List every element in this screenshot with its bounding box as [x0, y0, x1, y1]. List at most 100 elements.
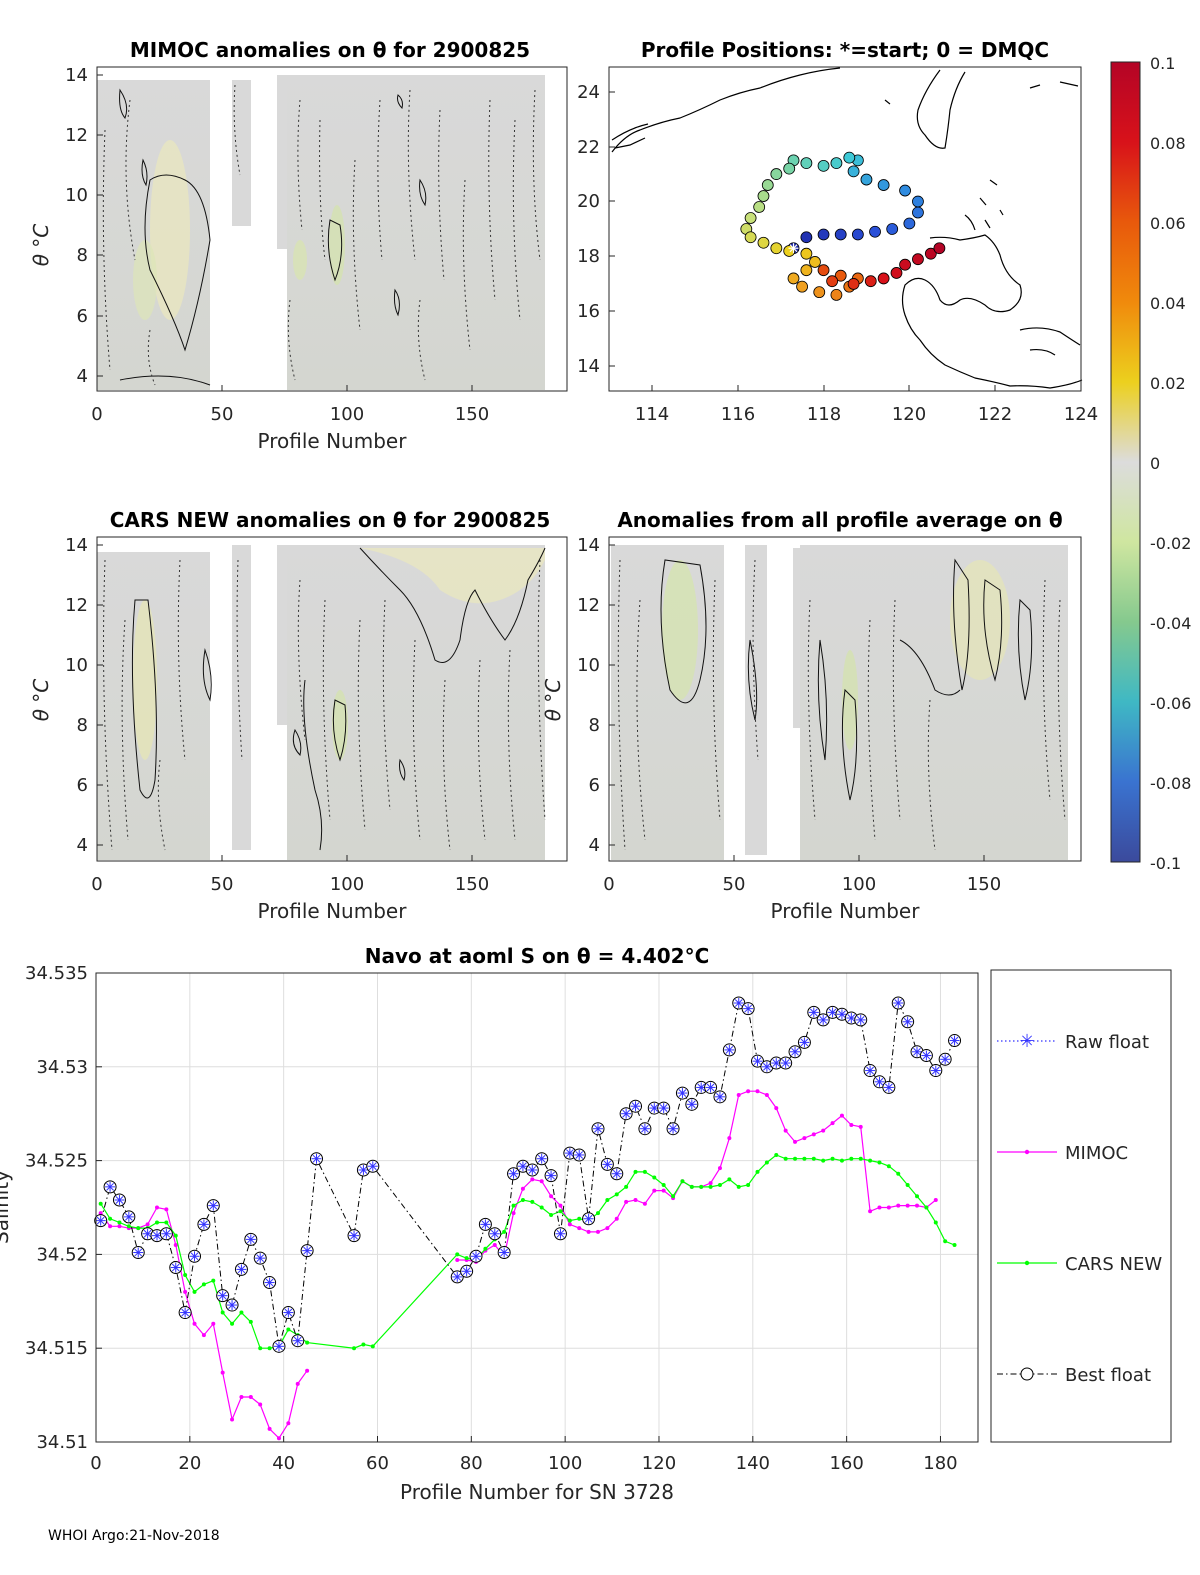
data-point — [600, 1157, 614, 1171]
track-point — [770, 168, 783, 180]
mimoc-ytick: 12 — [65, 125, 88, 146]
data-point — [544, 1169, 558, 1183]
data-point — [370, 1344, 375, 1349]
track-point — [744, 231, 757, 244]
data-point — [567, 1222, 572, 1227]
data-point — [933, 1197, 938, 1202]
cars-anomaly-field — [97, 545, 546, 860]
y-tick-label: 34.52 — [36, 1244, 88, 1265]
data-point — [276, 1436, 281, 1441]
track-point — [877, 179, 890, 191]
data-point — [239, 1394, 244, 1399]
data-point — [764, 1160, 769, 1165]
data-point — [661, 1188, 666, 1193]
data-point — [736, 1092, 741, 1097]
cars-xtick: 100 — [330, 874, 364, 895]
data-point — [732, 996, 746, 1010]
data-point — [220, 1310, 225, 1315]
data-point — [858, 1156, 863, 1161]
data-point — [882, 1080, 896, 1094]
data-point — [830, 1121, 835, 1126]
data-point — [507, 1167, 521, 1181]
data-point — [713, 1090, 727, 1104]
data-point — [525, 1163, 539, 1177]
data-point — [145, 1222, 150, 1227]
data-point — [225, 1298, 239, 1312]
track-point — [843, 151, 856, 164]
data-point — [169, 1261, 183, 1275]
data-point — [774, 1152, 779, 1157]
mimoc-ylabel: θ °C — [29, 224, 53, 267]
data-point — [530, 1199, 535, 1204]
data-point — [933, 1220, 938, 1225]
track-point — [834, 269, 847, 282]
track-start-marker — [788, 243, 799, 254]
cars-ticks — [96, 544, 473, 861]
data-point — [802, 1136, 807, 1141]
data-point — [905, 1203, 910, 1208]
data-point — [938, 1052, 952, 1066]
data-point — [464, 1256, 469, 1261]
map-xtick: 114 — [635, 404, 669, 425]
track-point — [912, 253, 924, 266]
data-point — [633, 1197, 638, 1202]
cars-panel: CARS NEW anomalies on θ for 2900825 — [29, 508, 568, 923]
data-point — [549, 1194, 554, 1199]
data-point — [764, 1092, 769, 1097]
data-point — [310, 1152, 323, 1166]
data-point — [638, 1122, 652, 1136]
track-point — [933, 242, 946, 255]
track-point — [869, 225, 881, 238]
track-point — [800, 264, 813, 277]
data-point — [530, 1177, 535, 1182]
data-point — [220, 1370, 225, 1375]
data-point — [558, 1209, 563, 1214]
data-point — [736, 1184, 741, 1189]
data-point — [807, 1005, 821, 1019]
data-point — [572, 1148, 586, 1162]
data-point — [539, 1205, 544, 1210]
data-point — [610, 1167, 624, 1181]
data-point — [267, 1426, 272, 1431]
chart-axes-box — [95, 972, 979, 1443]
data-point — [230, 1417, 235, 1422]
legend-item-mimoc: MIMOC — [997, 1143, 1128, 1164]
data-point — [788, 1045, 802, 1059]
track-point — [847, 165, 860, 178]
data-point — [183, 1273, 188, 1278]
data-point — [642, 1169, 647, 1174]
map-panel: Profile Positions: *=start; 0 = DMQC 114… — [577, 38, 1098, 425]
track-point — [796, 280, 808, 293]
cars-ytick: 10 — [65, 655, 88, 676]
legend-label: Raw float — [1065, 1032, 1149, 1053]
track-point — [817, 264, 830, 277]
data-point — [614, 1216, 619, 1221]
data-point — [258, 1402, 263, 1407]
avg-axes-box — [608, 536, 1082, 862]
data-point — [647, 1101, 661, 1115]
data-point — [192, 1289, 197, 1294]
data-point — [361, 1342, 366, 1347]
track-point — [912, 206, 924, 219]
data-point — [108, 1216, 113, 1221]
data-point — [117, 1224, 122, 1229]
data-point — [830, 1156, 835, 1161]
data-point — [694, 1080, 708, 1094]
circle-marker-icon — [1020, 1367, 1034, 1381]
cars-ytick: 8 — [77, 715, 88, 736]
data-point — [122, 1210, 136, 1224]
data-point — [511, 1211, 516, 1216]
data-point — [811, 1156, 816, 1161]
data-point — [136, 1226, 141, 1231]
data-point — [272, 1339, 286, 1353]
data-point — [347, 1229, 361, 1243]
data-point — [877, 1205, 882, 1210]
data-point — [839, 1113, 844, 1118]
track-point — [860, 173, 873, 186]
colorbar-tick: 0.1 — [1150, 54, 1175, 73]
data-point — [577, 1226, 582, 1231]
data-point — [94, 1214, 108, 1228]
data-point — [605, 1197, 610, 1202]
colorbar-tick: -0.06 — [1150, 694, 1191, 713]
data-point — [671, 1194, 676, 1199]
